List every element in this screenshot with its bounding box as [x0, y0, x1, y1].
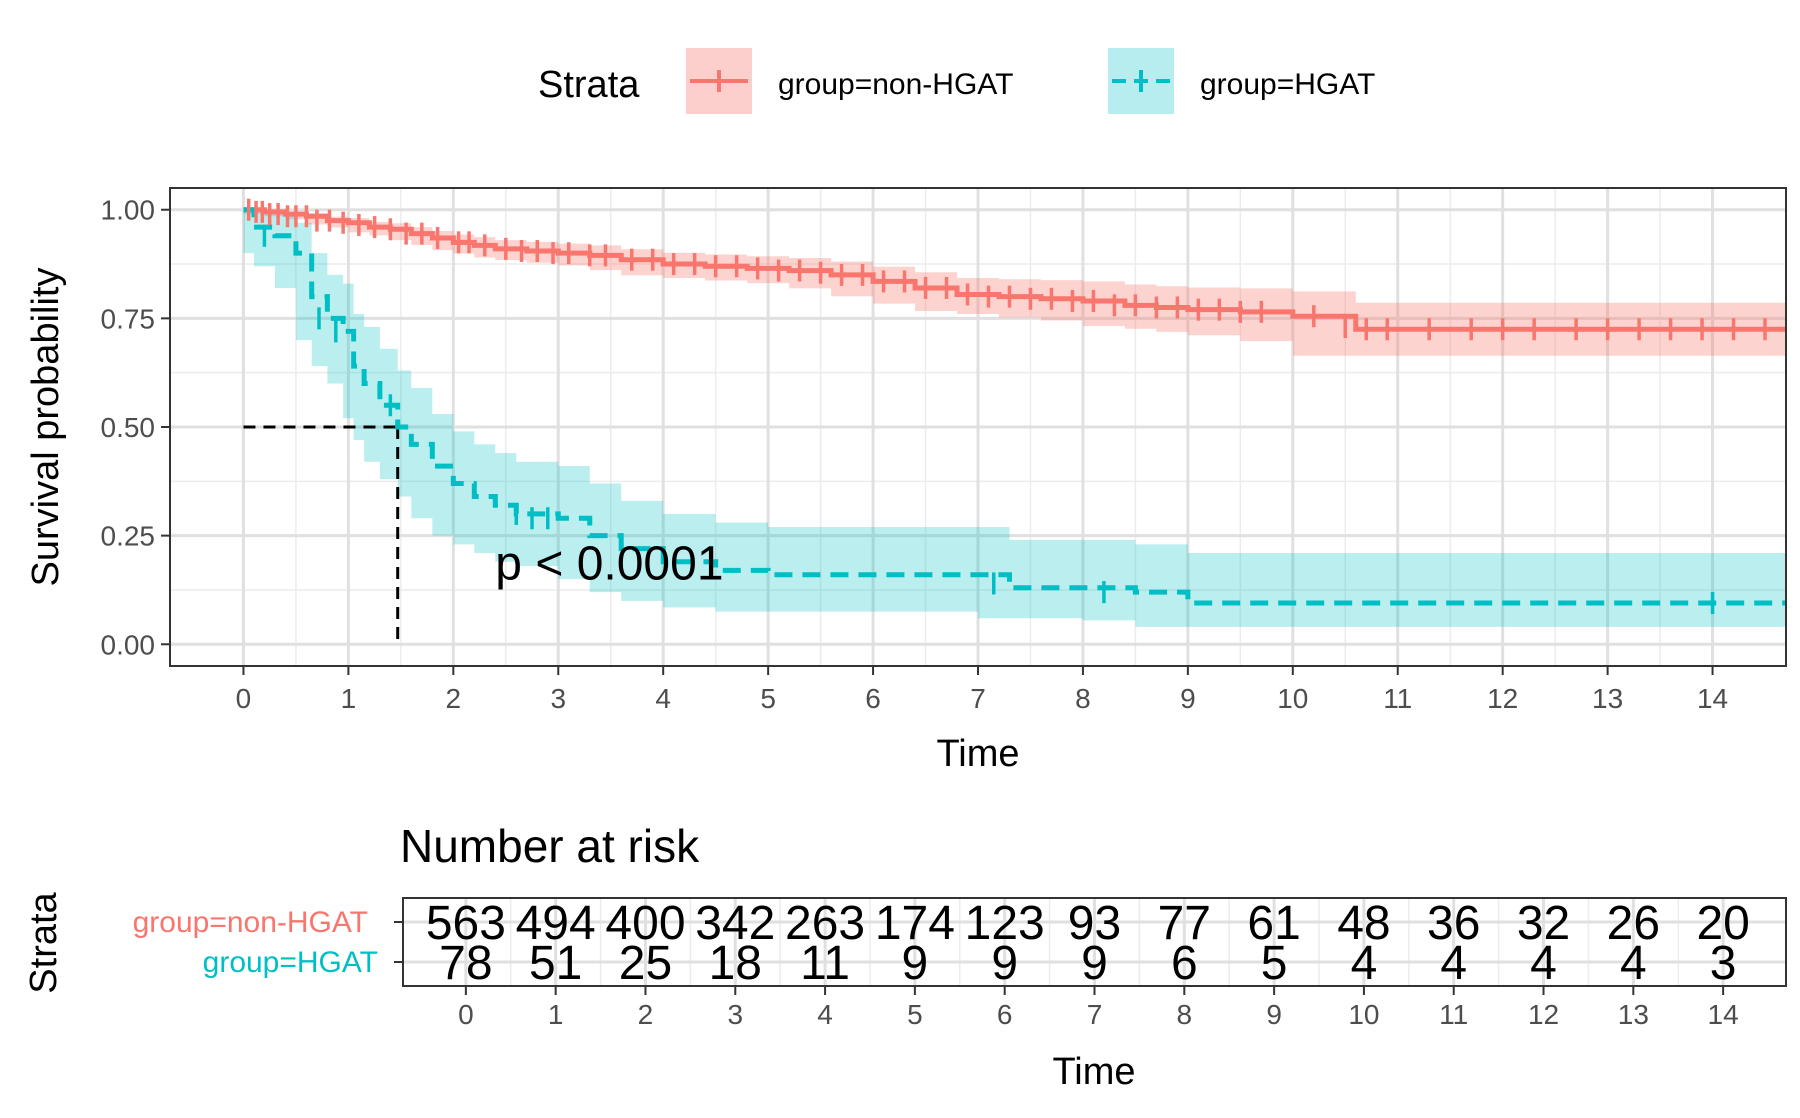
risk-x-tick-label: 7	[1087, 999, 1103, 1030]
risk-table-x-axis: 0 1 2 3 4 5 6 7 8 9 10 11 12 13 14	[458, 986, 1739, 1030]
risk-count-non-hgat: 174	[875, 897, 955, 950]
x-tick-label: 8	[1075, 683, 1091, 714]
x-tick-label: 14	[1697, 683, 1728, 714]
risk-count-hgat: 4	[1351, 937, 1378, 990]
risk-table-y-axis-title: Strata	[23, 891, 65, 993]
risk-x-tick-label: 12	[1528, 999, 1559, 1030]
confidence-band-hgat	[243, 209, 1786, 627]
y-tick-label: 1.00	[101, 195, 156, 226]
survival-plot: 0.000.250.500.751.00 0 1 2 3 4 5 6 7 8 9 10 11 12 13 1…	[25, 187, 1787, 775]
y-tick-label: 0.00	[101, 629, 156, 660]
risk-count-hgat: 9	[991, 937, 1018, 990]
x-tick-label: 9	[1180, 683, 1196, 714]
risk-count-non-hgat: 32	[1517, 897, 1570, 950]
risk-x-tick-label: 6	[997, 999, 1013, 1030]
risk-row-label-non-hgat: group=non-HGAT	[133, 906, 368, 939]
risk-x-tick-label: 11	[1439, 999, 1468, 1030]
risk-x-tick-label: 10	[1348, 999, 1379, 1030]
survival-curves	[243, 207, 1786, 606]
y-tick-label: 0.50	[101, 412, 156, 443]
risk-count-hgat: 3	[1710, 937, 1737, 990]
survival-curve-non-hgat	[243, 207, 1786, 332]
risk-x-tick-label: 1	[548, 999, 564, 1030]
risk-x-tick-label: 3	[727, 999, 743, 1030]
x-tick-label: 5	[760, 683, 776, 714]
risk-count-non-hgat: 123	[965, 897, 1045, 950]
risk-count-non-hgat: 563	[426, 897, 506, 950]
risk-count-hgat: 18	[709, 937, 762, 990]
legend-label-hgat: group=HGAT	[1200, 68, 1375, 101]
x-tick-label: 13	[1592, 683, 1623, 714]
risk-count-hgat: 4	[1440, 937, 1467, 990]
x-tick-label: 1	[341, 683, 357, 714]
risk-x-tick-label: 4	[817, 999, 833, 1030]
x-axis: 0 1 2 3 4 5 6 7 8 9 10 11 12 13 14	[236, 666, 1728, 714]
risk-count-hgat: 51	[529, 937, 582, 990]
survival-grid	[170, 188, 1786, 666]
risk-count-non-hgat: 61	[1247, 897, 1300, 950]
risk-count-non-hgat: 342	[695, 897, 775, 950]
survival-confidence-bands	[243, 209, 1786, 627]
risk-count-non-hgat: 36	[1427, 897, 1480, 950]
risk-table-grid	[403, 898, 1786, 986]
risk-count-hgat: 5	[1261, 937, 1288, 990]
risk-x-tick-label: 5	[907, 999, 923, 1030]
x-tick-label: 2	[446, 683, 462, 714]
p-value-annotation: p < 0.0001	[495, 538, 723, 591]
risk-count-hgat: 4	[1530, 937, 1557, 990]
y-tick-label: 0.25	[101, 521, 156, 552]
risk-x-tick-label: 0	[458, 999, 474, 1030]
x-tick-label: 0	[236, 683, 252, 714]
risk-count-hgat: 9	[902, 937, 929, 990]
x-tick-label: 11	[1383, 683, 1412, 714]
x-tick-label: 12	[1487, 683, 1518, 714]
risk-table: Number at risk group=non-HGAT 563 494 400 34…	[23, 820, 1787, 1093]
risk-count-hgat: 9	[1081, 937, 1108, 990]
risk-count-non-hgat: 26	[1607, 897, 1660, 950]
legend-title: Strata	[538, 64, 640, 106]
risk-count-non-hgat: 400	[605, 897, 685, 950]
risk-table-rows: group=non-HGAT 563 494 400 342 263 174 123 93 77 6…	[133, 897, 1750, 990]
risk-x-tick-label: 8	[1177, 999, 1193, 1030]
risk-count-hgat: 4	[1620, 937, 1647, 990]
risk-table-title: Number at risk	[400, 820, 700, 872]
y-axis-title: Survival probability	[25, 268, 67, 587]
x-tick-label: 7	[970, 683, 986, 714]
censor-marks	[246, 198, 1767, 614]
legend-label-non-hgat: group=non-HGAT	[778, 68, 1013, 101]
risk-x-tick-label: 13	[1618, 999, 1649, 1030]
risk-count-hgat: 25	[619, 937, 672, 990]
risk-count-non-hgat: 20	[1696, 897, 1749, 950]
x-tick-label: 4	[655, 683, 671, 714]
risk-count-non-hgat: 263	[785, 897, 865, 950]
survival-curve-hgat	[243, 207, 1786, 606]
risk-count-non-hgat: 93	[1068, 897, 1121, 950]
risk-row-label-hgat: group=HGAT	[203, 946, 378, 979]
legend: Strata group=non-HGAT group=HGAT	[538, 48, 1375, 114]
x-tick-label: 10	[1277, 683, 1308, 714]
risk-x-tick-label: 2	[638, 999, 654, 1030]
risk-count-non-hgat: 494	[516, 897, 596, 950]
x-tick-label: 3	[550, 683, 566, 714]
risk-table-x-axis-title: Time	[1052, 1051, 1135, 1093]
risk-count-non-hgat: 77	[1158, 897, 1211, 950]
risk-count-hgat: 11	[800, 937, 850, 990]
y-axis: 0.00 0.25 0.50 0.75 1.00	[101, 195, 170, 660]
risk-count-non-hgat: 48	[1337, 897, 1390, 950]
risk-x-tick-label: 14	[1708, 999, 1739, 1030]
y-tick-label: 0.75	[101, 303, 156, 334]
risk-x-tick-label: 9	[1266, 999, 1282, 1030]
risk-count-hgat: 6	[1171, 937, 1198, 990]
confidence-band-non-hgat	[243, 209, 1786, 356]
x-tick-label: 6	[865, 683, 881, 714]
median-survival-lines	[243, 425, 400, 645]
risk-count-hgat: 78	[439, 937, 492, 990]
x-axis-title: Time	[936, 733, 1019, 775]
